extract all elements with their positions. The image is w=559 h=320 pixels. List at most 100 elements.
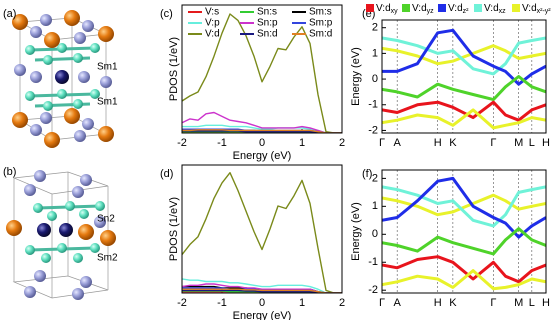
x-tick-label: -1	[217, 137, 227, 149]
panel: (d) -2 -1 0 1 2 Energy (eV) PDOS (1/eV)	[160, 164, 345, 320]
legend-name: V:d	[484, 3, 499, 14]
pdos-line	[182, 111, 342, 133]
legend-subscript: xz	[499, 8, 507, 15]
y-tick-label: 1	[372, 47, 378, 59]
x-tick-label: -2	[177, 297, 187, 309]
legend-label: V:dz²	[448, 3, 469, 16]
x-tick-label: 0	[259, 137, 265, 149]
legend-label: Sn:s	[257, 7, 277, 18]
x-tick-label: Γ	[379, 137, 385, 149]
legend-label: V:dyz	[412, 3, 434, 16]
x-tick-label: K	[449, 137, 457, 149]
legend-label: V:s	[205, 7, 219, 18]
legend-label: V:p	[205, 18, 220, 29]
series-group	[382, 176, 546, 291]
panel-label: (a)	[3, 8, 16, 20]
y-axis-label: PDOS (1/eV)	[168, 37, 180, 101]
x-tick-label: L	[529, 137, 535, 149]
legend-name: V:d	[522, 3, 537, 14]
band	[382, 269, 546, 291]
axes-frame	[381, 169, 547, 294]
pdos-line	[182, 288, 342, 293]
x-tick-label: 1	[299, 137, 305, 149]
legend-label: V:dxz	[484, 3, 506, 16]
y-tick-label: 2	[372, 22, 378, 34]
legend-swatch	[512, 4, 520, 12]
panel-label: (d)	[160, 168, 173, 180]
legend-label: V:d	[205, 29, 220, 40]
x-tick-label: K	[449, 297, 457, 309]
x-tick-label: M	[514, 137, 523, 149]
crystal-structure: (a) Sm1 Sm1	[3, 8, 118, 148]
y-tick-label: 1	[372, 200, 378, 212]
band	[382, 255, 546, 284]
y-axis-label: Energy (eV)	[350, 47, 362, 106]
x-tick-label: 1	[299, 297, 305, 309]
x-tick-label: -2	[177, 137, 187, 149]
x-tick-label: H	[434, 297, 442, 309]
x-tick-label: M	[514, 297, 523, 309]
pdos-line	[182, 13, 342, 133]
pdos-line	[182, 289, 342, 293]
x-tick-label: 2	[339, 297, 345, 309]
axes-frame	[181, 164, 343, 294]
legend-label: Sn:p	[257, 18, 278, 29]
x-tick-label: Γ	[490, 137, 496, 149]
y-tick-label: -1	[368, 99, 378, 111]
legend-name: V:d	[376, 3, 391, 14]
crystal-structure: (b) Sn2 Sm2	[3, 166, 118, 300]
y-tick-label: -2	[368, 284, 378, 296]
series-group	[182, 13, 342, 133]
y-tick-label: 0	[372, 73, 378, 85]
legend-swatch	[402, 4, 410, 12]
panel-label: (c)	[160, 8, 173, 20]
y-tick-label: 2	[372, 172, 378, 184]
legend-name: V:d	[448, 3, 463, 14]
x-tick-label: H	[542, 297, 550, 309]
y-axis-label: Energy (eV)	[350, 202, 362, 261]
panel-label: (f)	[362, 168, 372, 180]
site-label: Sn2	[97, 214, 115, 225]
x-tick-label: -1	[217, 297, 227, 309]
band	[382, 227, 546, 256]
panel-label: (b)	[3, 166, 16, 178]
y-tick-label: 0	[372, 228, 378, 240]
pdos-line	[182, 129, 342, 133]
series-group	[182, 172, 342, 293]
x-tick-label: L	[529, 297, 535, 309]
legend-subscript: z²	[463, 8, 470, 15]
legend-name: V:d	[412, 3, 427, 14]
atoms	[12, 10, 114, 148]
legend-swatch	[366, 4, 374, 12]
x-tick-label: Γ	[379, 297, 385, 309]
legend-label: V:dx²-y²	[522, 3, 551, 16]
y-tick-label: -1	[368, 256, 378, 268]
band	[382, 36, 546, 76]
x-tick-label: A	[394, 297, 402, 309]
pdos-line	[182, 130, 342, 133]
x-axis-label: Energy (eV)	[233, 150, 292, 162]
legend-swatch	[474, 4, 482, 12]
x-tick-label: 0	[259, 297, 265, 309]
legend-label: Sm:s	[309, 7, 332, 18]
atoms	[6, 170, 116, 300]
x-tick-label: H	[542, 137, 550, 149]
band	[382, 44, 546, 66]
x-axis-label: Energy (eV)	[233, 310, 292, 320]
legend-label: Sm:p	[309, 18, 333, 29]
legend-label: Sn:d	[257, 29, 278, 40]
axes-frame	[181, 4, 343, 134]
y-axis-label: PDOS (1/eV)	[168, 197, 180, 261]
axes-frame	[381, 19, 547, 134]
pdos-line	[182, 172, 342, 293]
band	[382, 100, 546, 122]
legend-subscript: x²-y²	[537, 8, 552, 15]
x-tick-label: H	[434, 137, 442, 149]
site-label: Sm1	[97, 97, 118, 108]
legend-label: Sm:d	[309, 29, 332, 40]
band	[382, 75, 546, 102]
